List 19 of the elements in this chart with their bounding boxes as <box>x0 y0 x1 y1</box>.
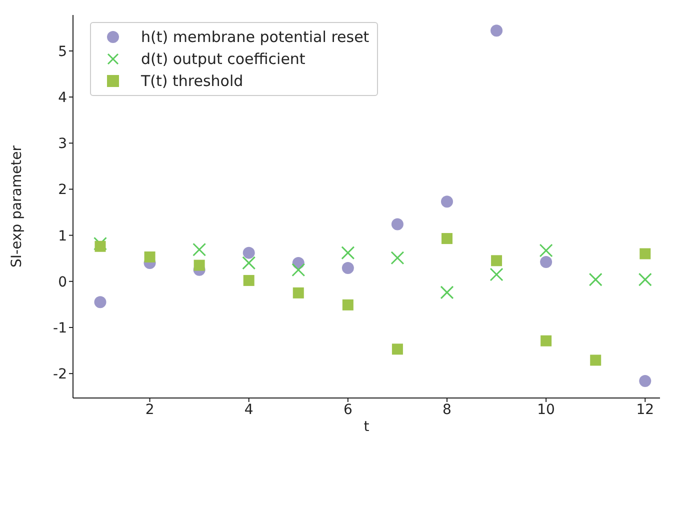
legend-label: d(t) output coefficient <box>141 50 306 68</box>
x-tick-label: 8 <box>442 402 452 418</box>
y-tick-label: 2 <box>58 182 67 198</box>
y-tick-label: 0 <box>58 274 67 290</box>
legend-label: T(t) threshold <box>141 72 244 90</box>
x-tick-label: 10 <box>537 402 555 418</box>
y-axis-title: SI-exp parameter <box>8 145 25 268</box>
x-tick-label: 6 <box>343 402 352 418</box>
y-tick-label: 1 <box>58 228 67 244</box>
x-tick-label: 12 <box>636 402 654 418</box>
y-tick-label: -1 <box>53 320 67 336</box>
y-tick-label: 3 <box>58 136 67 152</box>
legend-label: h(t) membrane potential reset <box>141 28 370 46</box>
x-tick-label: 4 <box>244 402 254 418</box>
y-tick-label: 5 <box>58 44 67 60</box>
x-tick-label: 2 <box>145 402 154 418</box>
y-tick-label: -2 <box>53 366 67 383</box>
y-tick-label: 4 <box>58 90 68 106</box>
x-axis-title: t <box>364 419 370 435</box>
